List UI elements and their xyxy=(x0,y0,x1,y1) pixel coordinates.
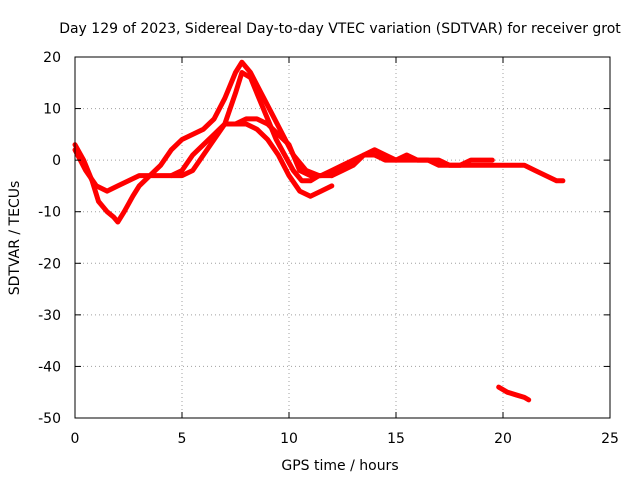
y-tick-label: 10 xyxy=(43,102,61,118)
x-tick-label: 5 xyxy=(178,431,187,447)
y-tick-label: -50 xyxy=(38,411,61,427)
series-line-track-c xyxy=(168,70,322,184)
axis-ticks: 0 5 10 15 20 25 20 10 0 -10 -20 -30 -40 -50 xyxy=(38,50,619,447)
x-tick-label: 20 xyxy=(494,431,512,447)
x-tick-label: 25 xyxy=(601,431,619,447)
series-line-track-a xyxy=(72,121,335,225)
series-line-track-b xyxy=(72,59,335,194)
y-tick-label: -10 xyxy=(38,205,61,221)
x-tick-label: 15 xyxy=(387,431,405,447)
x-tick-label: 0 xyxy=(71,431,80,447)
data-series xyxy=(72,59,566,403)
series-line-track-f xyxy=(496,384,532,403)
y-tick-label: 20 xyxy=(43,50,61,66)
series-line-track-e xyxy=(329,147,495,179)
y-axis-label: SDTVAR / TECUs xyxy=(7,181,23,296)
plot-frame xyxy=(74,56,611,419)
y-tick-label: 0 xyxy=(52,153,61,169)
y-tick-label: -30 xyxy=(38,308,61,324)
x-axis-label: GPS time / hours xyxy=(281,458,398,474)
x-tick-label: 10 xyxy=(280,431,298,447)
y-tick-label: -20 xyxy=(38,256,61,272)
grid xyxy=(75,57,610,418)
y-tick-label: -40 xyxy=(38,359,61,375)
chart-title: Day 129 of 2023, Sidereal Day-to-day VTE… xyxy=(59,21,621,37)
